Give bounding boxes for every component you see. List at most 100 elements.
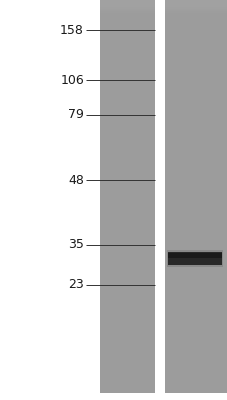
Bar (100, 12, 154, 273)
Bar (164, 12, 227, 307)
Bar (164, 9, 227, 100)
Bar (164, 10, 227, 160)
Bar (100, 13, 154, 347)
Bar (164, 9, 227, 87)
Bar (100, 13, 154, 360)
Bar (164, 8, 227, 60)
Text: 158: 158 (60, 24, 84, 36)
Bar (164, 8, 227, 40)
Bar (164, 13, 227, 373)
Text: 48: 48 (68, 174, 84, 186)
Bar (100, 12, 154, 313)
Bar (164, 12, 227, 293)
Bar (100, 14, 154, 380)
Bar (164, 14, 227, 387)
Bar (100, 8, 154, 47)
Bar (167, 252, 221, 265)
Bar (164, 13, 227, 360)
Bar (164, 13, 227, 333)
Bar (100, 14, 154, 387)
Bar (100, 10, 154, 200)
Bar (164, 8, 227, 47)
Bar (100, 12, 154, 260)
Bar (164, 10, 227, 173)
Text: 106: 106 (60, 74, 84, 86)
Bar (100, 8, 154, 27)
Bar (100, 13, 154, 373)
Bar (100, 11, 154, 227)
Bar (164, 10, 227, 180)
Bar (100, 14, 154, 393)
Bar (100, 10, 154, 167)
Bar (100, 8, 154, 80)
Bar (100, 10, 154, 160)
Bar (164, 9, 227, 120)
Bar (164, 13, 227, 340)
Bar (100, 9, 154, 107)
Bar (164, 13, 227, 353)
Bar (100, 9, 154, 100)
Bar (166, 250, 222, 267)
Bar (100, 8, 154, 40)
Bar (100, 10, 154, 193)
Bar (164, 13, 227, 347)
Bar (100, 11, 154, 253)
Bar (164, 12, 227, 287)
Bar (100, 9, 154, 127)
Bar (100, 8, 154, 73)
Bar (100, 13, 154, 367)
Bar (100, 10, 154, 147)
Bar (100, 11, 154, 213)
Bar (164, 12, 227, 273)
Bar (164, 8, 227, 53)
Bar (100, 8, 154, 53)
Bar (164, 12, 227, 260)
Bar (100, 12, 154, 320)
Bar (100, 8, 154, 60)
Text: 23: 23 (68, 278, 84, 292)
Bar (100, 7, 154, 13)
Bar (164, 11, 227, 247)
Bar (164, 10, 227, 200)
Bar (100, 13, 154, 333)
Bar (100, 8, 154, 67)
Bar (164, 9, 227, 93)
Bar (164, 10, 227, 147)
Bar (164, 9, 227, 127)
Bar (100, 13, 154, 353)
Bar (164, 10, 227, 153)
Bar (164, 11, 227, 253)
Bar (100, 9, 154, 87)
Bar (100, 9, 154, 113)
Bar (164, 10, 227, 167)
Bar (100, 12, 154, 280)
Bar (164, 8, 227, 33)
Bar (164, 11, 227, 207)
Bar (164, 12, 227, 300)
Bar (164, 10, 227, 187)
Bar (100, 10, 154, 153)
Bar (164, 7, 227, 13)
Bar (100, 11, 154, 207)
Bar (164, 12, 227, 280)
Text: 79: 79 (68, 108, 84, 122)
Bar (164, 13, 227, 327)
Bar (100, 11, 154, 247)
Bar (164, 8, 227, 27)
Bar (100, 12, 154, 267)
Bar (100, 10, 154, 180)
Bar (164, 14, 227, 380)
Bar (164, 8, 227, 20)
Bar (100, 10, 154, 173)
Bar (164, 9, 227, 107)
Bar (100, 12, 154, 293)
Bar (100, 11, 154, 233)
Bar (100, 10, 154, 140)
Bar (164, 9, 227, 133)
Bar (100, 12, 154, 287)
Bar (100, 12, 154, 300)
Bar (164, 8, 227, 67)
Bar (164, 12, 227, 313)
Bar (100, 0, 154, 7)
Bar (100, 8, 154, 20)
